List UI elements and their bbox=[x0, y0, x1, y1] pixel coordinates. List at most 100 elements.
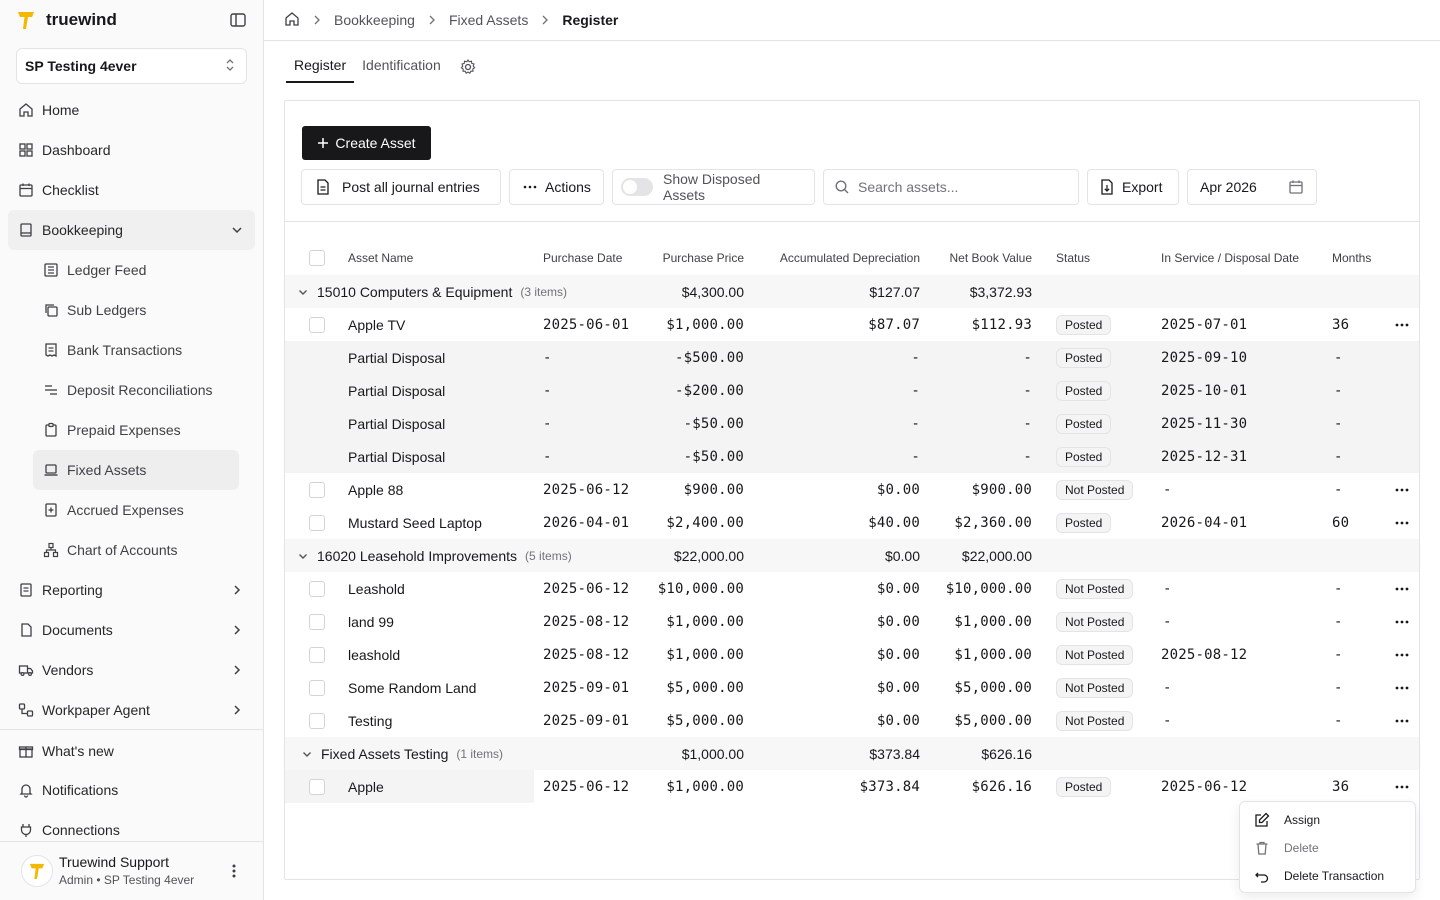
disposal-row[interactable]: Partial Disposal - -$500.00 - - Posted 2025-09… bbox=[285, 341, 1419, 374]
search-input[interactable] bbox=[858, 179, 1058, 195]
status-badge: Not Posted bbox=[1056, 611, 1134, 632]
row-checkbox[interactable] bbox=[309, 514, 325, 531]
table-row[interactable]: Apple 2025-06-12 $1,000.00 $373.84 $626.16 Po… bbox=[285, 770, 1419, 803]
group-row[interactable]: 16020 Leasehold Improvements (5 items) $22… bbox=[285, 539, 1419, 572]
table-row[interactable]: Apple TV 2025-06-01 $1,000.00 $87.07 $112.93… bbox=[285, 308, 1419, 341]
more-horizontal-icon[interactable] bbox=[1395, 638, 1409, 671]
toggle-switch[interactable] bbox=[621, 178, 653, 196]
purchase-price: $5,000.00 bbox=[666, 679, 744, 696]
nav-chart-of-accounts[interactable]: Chart of Accounts bbox=[33, 530, 239, 570]
status-badge: Not Posted bbox=[1056, 677, 1134, 698]
more-horizontal-icon[interactable] bbox=[1395, 605, 1409, 638]
more-horizontal-icon[interactable] bbox=[1395, 506, 1409, 539]
table-row[interactable]: Testing 2025-09-01 $5,000.00 $0.00 $5,000.00… bbox=[285, 704, 1419, 737]
status-cell: Not Posted bbox=[1056, 638, 1134, 671]
more-horizontal-icon[interactable] bbox=[1395, 671, 1409, 704]
date-picker[interactable]: Apr 2026 bbox=[1187, 169, 1317, 205]
nav-prepaid-expenses[interactable]: Prepaid Expenses bbox=[33, 410, 239, 450]
menu-delete-transaction[interactable]: Delete Transaction bbox=[1244, 862, 1411, 890]
nav-vendors[interactable]: Vendors bbox=[8, 650, 255, 690]
col-purchase-price[interactable]: Purchase Price bbox=[662, 251, 744, 265]
asset-name: land 99 bbox=[348, 613, 394, 630]
col-net-book-value[interactable]: Net Book Value bbox=[949, 251, 1033, 265]
more-horizontal-icon[interactable] bbox=[1395, 770, 1409, 803]
more-vertical-icon[interactable] bbox=[228, 862, 240, 880]
export-button[interactable]: Export bbox=[1087, 169, 1179, 205]
nav-deposit-reconciliations[interactable]: Deposit Reconciliations bbox=[33, 370, 239, 410]
breadcrumb-fixed-assets[interactable]: Fixed Assets bbox=[448, 12, 529, 28]
gift-icon bbox=[18, 746, 34, 758]
disposal-row[interactable]: Partial Disposal - -$50.00 - - Posted 2025-11-… bbox=[285, 407, 1419, 440]
purchase-date: - bbox=[543, 382, 552, 399]
disposal-row[interactable]: Partial Disposal - -$50.00 - - Posted 2025-12-… bbox=[285, 440, 1419, 473]
group-row[interactable]: Fixed Assets Testing (1 items) $1,000.00 $3… bbox=[285, 737, 1419, 770]
nav-bank-transactions[interactable]: Bank Transactions bbox=[33, 330, 239, 370]
chevron-down-icon[interactable] bbox=[297, 539, 309, 572]
row-checkbox[interactable] bbox=[309, 481, 325, 498]
row-checkbox[interactable] bbox=[309, 712, 325, 729]
table-row[interactable]: land 99 2025-08-12 $1,000.00 $0.00 $1,000.00… bbox=[285, 605, 1419, 638]
actions-button[interactable]: Actions bbox=[509, 169, 604, 205]
tab-register[interactable]: Register bbox=[286, 50, 355, 83]
nav-dashboard[interactable]: Dashboard bbox=[8, 130, 255, 170]
table-row[interactable]: Mustard Seed Laptop 2026-04-01 $2,400.00 $4… bbox=[285, 506, 1419, 539]
nav-connections[interactable]: Connections bbox=[8, 810, 255, 850]
disposal-row[interactable]: Partial Disposal - -$200.00 - - Posted 2025-10… bbox=[285, 374, 1419, 407]
status-cell: Posted bbox=[1056, 770, 1112, 803]
more-horizontal-icon[interactable] bbox=[1395, 572, 1409, 605]
brand[interactable]: truewind bbox=[16, 8, 117, 32]
row-checkbox[interactable] bbox=[309, 580, 325, 597]
table-row[interactable]: Leashold 2025-06-12 $10,000.00 $0.00 $10,000… bbox=[285, 572, 1419, 605]
col-accumulated-depreciation[interactable]: Accumulated Depreciation bbox=[779, 251, 920, 265]
col-status[interactable]: Status bbox=[1056, 251, 1091, 265]
more-horizontal-icon[interactable] bbox=[1395, 704, 1409, 737]
sidebar-toggle-icon[interactable] bbox=[229, 11, 247, 29]
user-profile[interactable]: Truewind Support Admin • SP Testing 4eve… bbox=[0, 841, 263, 900]
nav-whats-new[interactable]: What's new bbox=[8, 732, 255, 770]
nav-documents[interactable]: Documents bbox=[8, 610, 255, 650]
purchase-date: 2025-06-12 bbox=[543, 580, 630, 597]
nav-accrued-expenses[interactable]: Accrued Expenses bbox=[33, 490, 239, 530]
nav-sub-ledgers[interactable]: Sub Ledgers bbox=[33, 290, 239, 330]
gear-icon[interactable] bbox=[459, 58, 477, 76]
more-horizontal-icon[interactable] bbox=[1395, 473, 1409, 506]
row-checkbox[interactable] bbox=[309, 778, 325, 795]
create-asset-button[interactable]: Create Asset bbox=[302, 126, 431, 160]
show-disposed-toggle[interactable]: Show Disposed Assets bbox=[612, 169, 815, 205]
nav-workpaper-agent[interactable]: Workpaper Agent bbox=[8, 690, 255, 730]
table-row[interactable]: Apple 88 2025-06-12 $900.00 $0.00 $900.00 Not… bbox=[285, 473, 1419, 506]
tab-identification[interactable]: Identification bbox=[362, 57, 441, 73]
group-name-cell: 15010 Computers & Equipment (3 items) bbox=[317, 275, 567, 308]
col-purchase-date[interactable]: Purchase Date bbox=[543, 251, 623, 265]
row-checkbox[interactable] bbox=[309, 679, 325, 696]
menu-delete[interactable]: Delete bbox=[1244, 834, 1411, 862]
nav-reporting[interactable]: Reporting bbox=[8, 570, 255, 610]
nav-home[interactable]: Home bbox=[8, 90, 255, 130]
nav-notifications[interactable]: Notifications bbox=[8, 770, 255, 810]
col-asset-name[interactable]: Asset Name bbox=[348, 251, 414, 265]
table-row[interactable]: Some Random Land 2025-09-01 $5,000.00 $0.00… bbox=[285, 671, 1419, 704]
chevron-down-icon[interactable] bbox=[301, 737, 313, 770]
asset-name: leashold bbox=[348, 646, 401, 663]
company-select[interactable]: SP Testing 4ever bbox=[16, 48, 247, 84]
nav-fixed-assets[interactable]: Fixed Assets bbox=[33, 450, 239, 490]
nav-sub-ledgers-label: Sub Ledgers bbox=[67, 302, 147, 318]
nav-bookkeeping[interactable]: Bookkeeping bbox=[8, 210, 255, 250]
breadcrumb-bookkeeping[interactable]: Bookkeeping bbox=[334, 12, 415, 28]
months: - bbox=[1334, 712, 1343, 729]
nav-checklist[interactable]: Checklist bbox=[8, 170, 255, 210]
group-row[interactable]: 15010 Computers & Equipment (3 items) $4,3… bbox=[285, 275, 1419, 308]
post-all-journal-entries-button[interactable]: Post all journal entries bbox=[301, 169, 501, 205]
chevron-down-icon[interactable] bbox=[297, 275, 309, 308]
menu-assign[interactable]: Assign bbox=[1244, 806, 1411, 834]
row-checkbox[interactable] bbox=[309, 646, 325, 663]
breadcrumb-home-icon[interactable] bbox=[284, 11, 300, 30]
more-horizontal-icon[interactable] bbox=[1395, 308, 1409, 341]
col-months[interactable]: Months bbox=[1332, 251, 1372, 265]
col-in-service-date[interactable]: In Service / Disposal Date bbox=[1161, 251, 1300, 265]
table-row[interactable]: leashold 2025-08-12 $1,000.00 $0.00 $1,000.0… bbox=[285, 638, 1419, 671]
select-all-checkbox[interactable] bbox=[309, 250, 325, 266]
row-checkbox[interactable] bbox=[309, 316, 325, 333]
nav-ledger-feed[interactable]: Ledger Feed bbox=[33, 250, 239, 290]
row-checkbox[interactable] bbox=[309, 613, 325, 630]
